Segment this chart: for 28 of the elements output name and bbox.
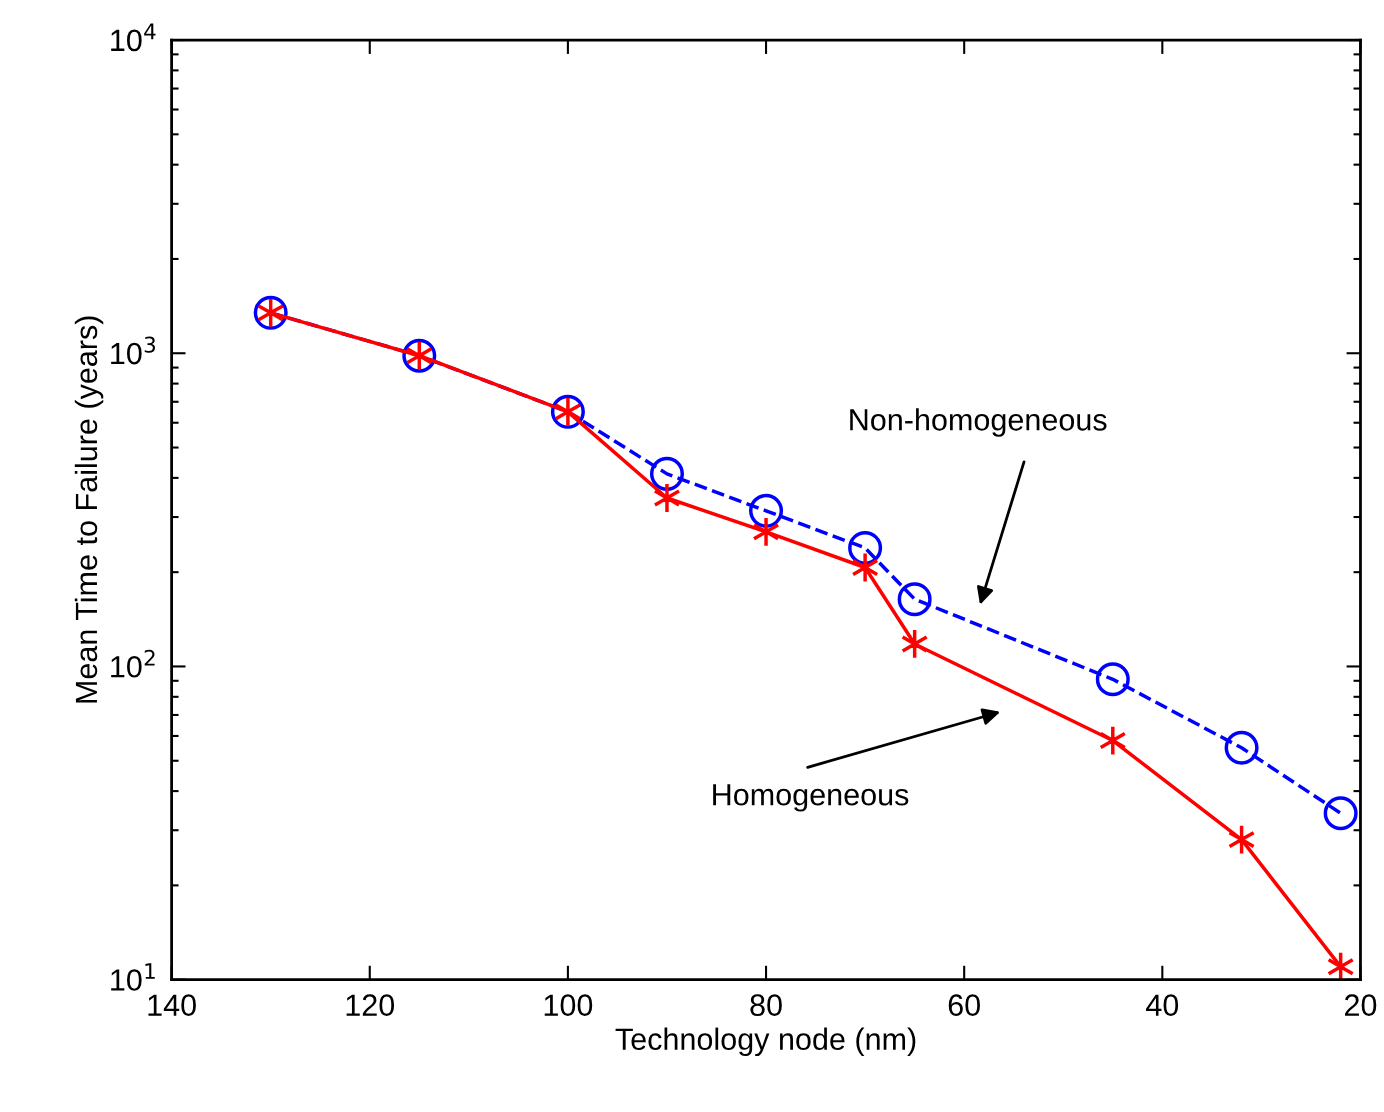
y-tick-label: 10$^{3}$ bbox=[111, 336, 156, 365]
x-tick-label: 80 bbox=[750, 994, 782, 1016]
point bbox=[649, 456, 684, 491]
x-axis-title: Technology node (nm) bbox=[615, 1027, 916, 1057]
x-tick-label: 120 bbox=[346, 994, 395, 1016]
x-tick-label: 100 bbox=[544, 994, 593, 1016]
x-tick-label: 40 bbox=[1146, 994, 1179, 1016]
x-tick-label: 140 bbox=[148, 994, 196, 1016]
annotation: Non-homogeneous bbox=[850, 408, 1107, 437]
x-tick-label: 20 bbox=[1345, 994, 1377, 1016]
annotation: Homogeneous bbox=[713, 784, 909, 812]
y-tick-label: 10$^{4}$ bbox=[111, 23, 156, 52]
point bbox=[1095, 662, 1130, 697]
point bbox=[752, 516, 780, 548]
y-axis-title: Mean Time to Failure (years) bbox=[74, 316, 104, 703]
point bbox=[1227, 823, 1256, 856]
y-tick-label: 10$^{1}$ bbox=[111, 963, 155, 991]
point bbox=[1323, 796, 1358, 831]
point bbox=[653, 482, 681, 514]
x-tick-label: 60 bbox=[948, 994, 980, 1016]
point bbox=[1224, 730, 1259, 765]
point bbox=[851, 551, 879, 584]
y-tick-label: 10$^{2}$ bbox=[111, 649, 155, 678]
point bbox=[1326, 951, 1355, 980]
point bbox=[1099, 724, 1127, 757]
point bbox=[900, 628, 929, 660]
point bbox=[897, 582, 932, 617]
point bbox=[749, 493, 784, 528]
